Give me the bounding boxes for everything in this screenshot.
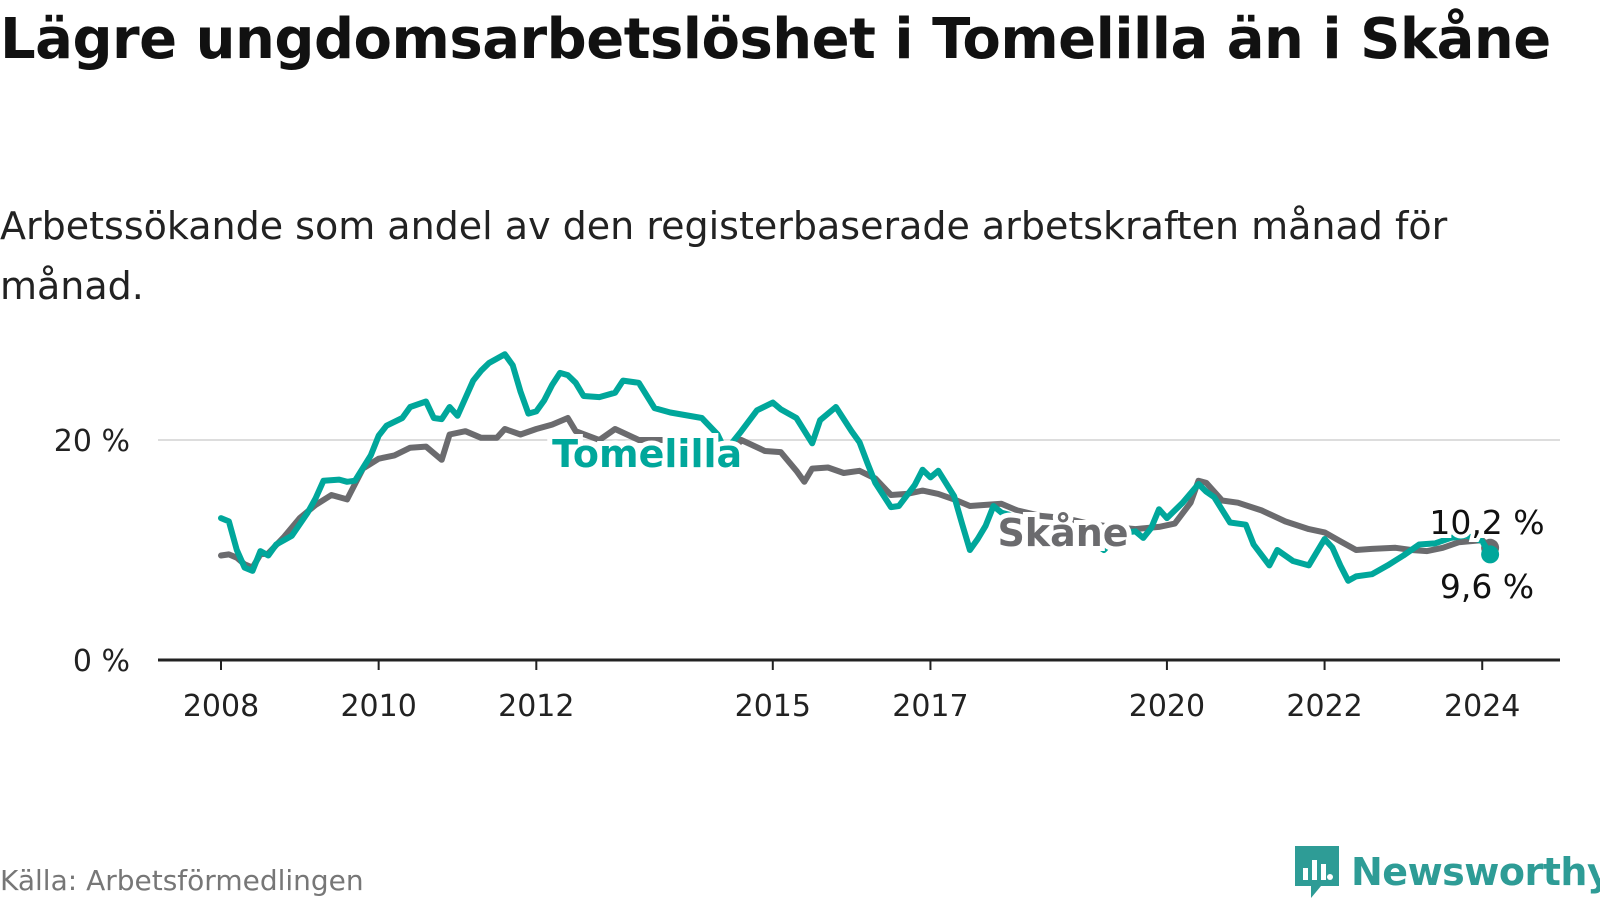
x-tick-label: 2020	[1129, 689, 1205, 724]
series-label-tomelilla: Tomelilla	[552, 432, 742, 476]
brand-name: Newsworthy	[1351, 850, 1600, 894]
x-tick-label: 2022	[1286, 689, 1362, 724]
source-note: Källa: Arbetsförmedlingen	[0, 864, 364, 897]
series-lines	[218, 351, 1500, 584]
end-value-label-tomelilla: 9,6 %	[1440, 567, 1534, 606]
series-line-skane	[218, 415, 1494, 571]
chart-title: Lägre ungdomsarbetslöshet i Tomelilla än…	[0, 7, 1551, 72]
x-tick-label: 2012	[498, 689, 574, 724]
x-tick-label: 2008	[183, 689, 259, 724]
data-labels: Tomelilla Skåne 10,2 % 9,6 %	[547, 427, 1549, 610]
chart-subtitle: Arbetssökande som andel av den registerb…	[0, 204, 1448, 308]
bar-chart-icon	[1295, 846, 1339, 898]
axes: 0 % 20 % 2008 2010 2012 2015 2017 2020 2022 2024	[54, 424, 1560, 724]
end-point-tomelilla	[1481, 545, 1500, 564]
x-tick-label: 2015	[735, 689, 811, 724]
line-chart: 0 %20 %2008 2010 2012 2015 2017 2020 2022 2024 …	[54, 351, 1560, 724]
end-value-label-skane: 10,2 %	[1429, 503, 1544, 542]
series-label-skane: Skåne	[997, 511, 1128, 555]
x-tick-label: 2024	[1444, 689, 1520, 724]
brand-logo[interactable]: Newsworthy	[1293, 842, 1600, 902]
x-tick-label: 2010	[340, 689, 416, 724]
y-tick-label: 20 %	[54, 424, 130, 459]
y-tick-label: 0 %	[73, 644, 130, 679]
x-tick-label: 2017	[892, 689, 968, 724]
series-line-tomelilla	[218, 351, 1494, 584]
